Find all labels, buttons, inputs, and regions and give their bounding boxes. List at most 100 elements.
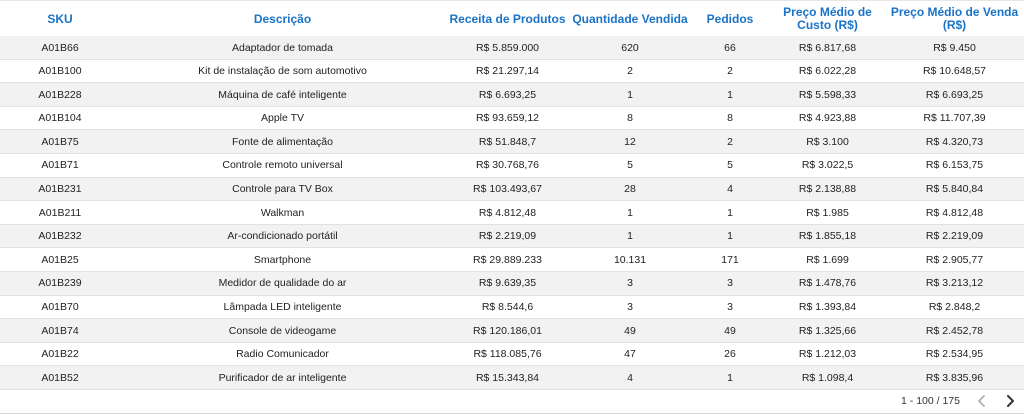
cell-quantidade: 28 [624, 183, 636, 196]
cell-sku: A01B66 [41, 41, 79, 54]
cell-descricao: Smartphone [253, 253, 312, 266]
cell-custo: R$ 1.478,76 [798, 277, 857, 290]
cell-venda: R$ 4.812,48 [925, 206, 984, 219]
cell-custo: R$ 1.212,03 [798, 348, 857, 361]
cell-pedidos: 1 [727, 88, 733, 101]
cell-receita: R$ 21.297,14 [475, 65, 540, 78]
next-page-button[interactable] [1000, 391, 1020, 411]
table-row[interactable]: A01B100 Kit de instalação de som automoti… [0, 59, 1024, 84]
cell-pedidos: 66 [724, 41, 736, 54]
cell-custo: R$ 6.817,68 [798, 41, 857, 54]
cell-receita: R$ 93.659,12 [475, 112, 540, 125]
column-header-quantidade[interactable]: Quantidade Vendida [572, 11, 688, 26]
table-row[interactable]: A01B71 Controle remoto universal R$ 30.768… [0, 153, 1024, 178]
previous-page-button[interactable] [972, 391, 992, 411]
cell-pedidos: 2 [727, 65, 733, 78]
table-row[interactable]: A01B104 Apple TV R$ 93.659,12 8 8 R$ 4.923,88… [0, 106, 1024, 131]
table-row[interactable]: A01B52 Purificador de ar inteligente R$ 15… [0, 366, 1024, 390]
column-header-custo[interactable]: Preço Médio de Custo (R$) [770, 2, 885, 36]
cell-descricao: Controle remoto universal [222, 159, 343, 172]
chevron-left-icon [978, 395, 985, 407]
cell-quantidade: 49 [624, 324, 636, 337]
cell-custo: R$ 2.138,88 [798, 183, 857, 196]
cell-venda: R$ 3.213,12 [925, 277, 984, 290]
table-row[interactable]: A01B232 Ar-condicionado portátil R$ 2.219,… [0, 224, 1024, 249]
cell-descricao: Apple TV [261, 112, 304, 125]
cell-custo: R$ 1.325,66 [798, 324, 857, 337]
cell-venda: R$ 4.320,73 [925, 135, 984, 148]
cell-receita: R$ 15.343,84 [475, 371, 540, 384]
table-row[interactable]: A01B239 Medidor de qualidade do ar R$ 9.63… [0, 271, 1024, 296]
column-header-venda-line2: (R$) [942, 18, 967, 32]
cell-pedidos: 171 [721, 253, 739, 266]
cell-descricao: Radio Comunicador [236, 348, 329, 361]
cell-quantidade: 2 [627, 65, 633, 78]
table-row[interactable]: A01B22 Radio Comunicador R$ 118.085,76 47 26… [0, 342, 1024, 367]
cell-venda: R$ 2.219,09 [925, 230, 984, 243]
table-row[interactable]: A01B74 Console de videogame R$ 120.186,01 4… [0, 319, 1024, 343]
cell-custo: R$ 1.699 [806, 253, 849, 266]
cell-descricao: Lâmpada LED inteligente [223, 301, 342, 314]
cell-pedidos: 1 [727, 206, 733, 219]
cell-receita: R$ 29.889.233 [473, 253, 542, 266]
cell-receita: R$ 2.219,09 [478, 230, 537, 243]
cell-sku: A01B232 [38, 230, 82, 243]
cell-descricao: Purificador de ar inteligente [218, 371, 347, 384]
table-row[interactable]: A01B75 Fonte de alimentação R$ 51.848,7 12 2… [0, 130, 1024, 154]
cell-receita: R$ 51.848,7 [478, 135, 537, 148]
cell-quantidade: 1 [627, 88, 633, 101]
chevron-right-icon [1007, 395, 1014, 407]
cell-sku: A01B22 [41, 348, 79, 361]
cell-receita: R$ 118.085,76 [473, 348, 542, 361]
cell-receita: R$ 103.493,67 [473, 183, 542, 196]
column-header-custo-line2: Custo (R$) [797, 18, 858, 32]
table-row[interactable]: A01B228 Máquina de café inteligente R$ 6.6… [0, 83, 1024, 107]
column-header-receita[interactable]: Receita de Produtos [449, 11, 566, 26]
cell-pedidos: 8 [727, 112, 733, 125]
cell-pedidos: 1 [727, 371, 733, 384]
cell-receita: R$ 30.768,76 [475, 159, 540, 172]
table-header: SKU Descrição Receita de Produtos Quanti… [0, 2, 1024, 36]
cell-sku: A01B211 [38, 206, 82, 219]
cell-receita: R$ 6.693,25 [478, 88, 537, 101]
cell-descricao: Máquina de café inteligente [218, 88, 347, 101]
cell-venda: R$ 2.452,78 [925, 324, 984, 337]
column-header-descricao[interactable]: Descrição [253, 11, 312, 26]
cell-pedidos: 1 [727, 230, 733, 243]
cell-descricao: Medidor de qualidade do ar [218, 277, 347, 290]
cell-sku: A01B74 [41, 324, 79, 337]
column-header-custo-line1: Preço Médio de [783, 5, 872, 19]
cell-sku: A01B228 [38, 88, 82, 101]
table-row[interactable]: A01B211 Walkman R$ 4.812,48 1 1 R$ 1.985 R$ 4.… [0, 201, 1024, 225]
column-header-pedidos[interactable]: Pedidos [706, 11, 754, 26]
cell-quantidade: 5 [627, 159, 633, 172]
column-header-venda[interactable]: Preço Médio de Venda (R$) [885, 2, 1024, 36]
cell-descricao: Walkman [260, 206, 305, 219]
cell-receita: R$ 8.544,6 [481, 301, 534, 314]
cell-venda: R$ 6.153,75 [925, 159, 984, 172]
cell-custo: R$ 1.393,84 [798, 301, 857, 314]
cell-venda: R$ 9.450 [933, 41, 976, 54]
cell-quantidade: 47 [624, 348, 636, 361]
table-row[interactable]: A01B231 Controle para TV Box R$ 103.493,67… [0, 177, 1024, 202]
cell-custo: R$ 1.098,4 [801, 371, 854, 384]
cell-descricao: Ar-condicionado portátil [227, 230, 338, 243]
table-row[interactable]: A01B25 Smartphone R$ 29.889.233 10.131 171 R$… [0, 248, 1024, 272]
cell-sku: A01B25 [41, 253, 79, 266]
cell-custo: R$ 5.598,33 [798, 88, 857, 101]
cell-sku: A01B71 [41, 159, 79, 172]
cell-quantidade: 8 [627, 112, 633, 125]
cell-pedidos: 3 [727, 301, 733, 314]
table-row[interactable]: A01B70 Lâmpada LED inteligente R$ 8.544,6 3… [0, 295, 1024, 320]
cell-receita: R$ 4.812,48 [478, 206, 537, 219]
cell-sku: A01B231 [38, 183, 82, 196]
cell-custo: R$ 4.923,88 [798, 112, 857, 125]
cell-pedidos: 2 [727, 135, 733, 148]
column-header-sku[interactable]: SKU [47, 11, 73, 26]
cell-descricao: Fonte de alimentação [232, 135, 333, 148]
cell-quantidade: 1 [627, 206, 633, 219]
cell-venda: R$ 3.835,96 [925, 371, 984, 384]
table-row[interactable]: A01B66 Adaptador de tomada R$ 5.859.000 620… [0, 36, 1024, 60]
cell-venda: R$ 11.707,39 [923, 112, 986, 125]
